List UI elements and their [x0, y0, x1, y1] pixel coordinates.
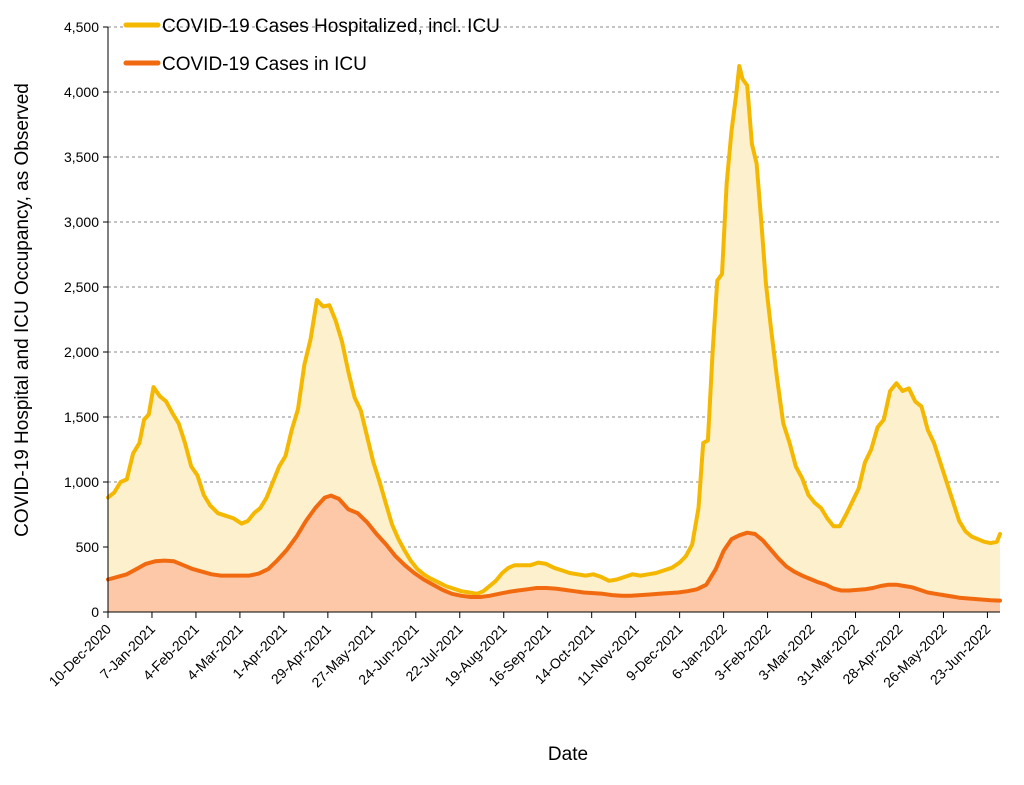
x-axis-title: Date: [548, 744, 588, 765]
legend: COVID-19 Cases Hospitalized, incl. ICU C…: [123, 16, 500, 75]
series-line-1: [106, 493, 1002, 603]
y-tick-label: 2,000: [64, 344, 99, 360]
y-tick-labels: 0 500 1,000 1,500 2,000 2,500 3,000 3,500 4,000 4…: [64, 19, 108, 620]
y-tick-label: 3,500: [64, 149, 99, 165]
series-lines: [106, 64, 1002, 603]
y-tick-label: 4,000: [64, 84, 99, 100]
y-tick-label: 500: [76, 539, 100, 555]
y-tick-label: 1,500: [64, 409, 99, 425]
series-area-1: [108, 495, 1000, 612]
axes: [107, 27, 1000, 613]
series-areas: [108, 66, 1000, 612]
y-tick-label: 3,000: [64, 214, 99, 230]
y-axis-title: COVID-19 Hospital and ICU Occupancy, as …: [12, 83, 33, 537]
y-tick-label: 0: [91, 604, 99, 620]
gridlines: [108, 26, 1000, 548]
y-tick-label: 2,500: [64, 279, 99, 295]
series-line-0: [106, 64, 1002, 596]
y-tick-label: 1,000: [64, 474, 99, 490]
legend-label-icu: COVID-19 Cases in ICU: [162, 54, 367, 75]
legend-label-hospitalized: COVID-19 Cases Hospitalized, incl. ICU: [162, 16, 500, 37]
series-area-0: [108, 66, 1000, 612]
y-tick-label: 4,500: [64, 19, 99, 35]
x-tick-labels: 10-Dec-20207-Jan-20214-Feb-20214-Mar-202…: [46, 612, 994, 690]
